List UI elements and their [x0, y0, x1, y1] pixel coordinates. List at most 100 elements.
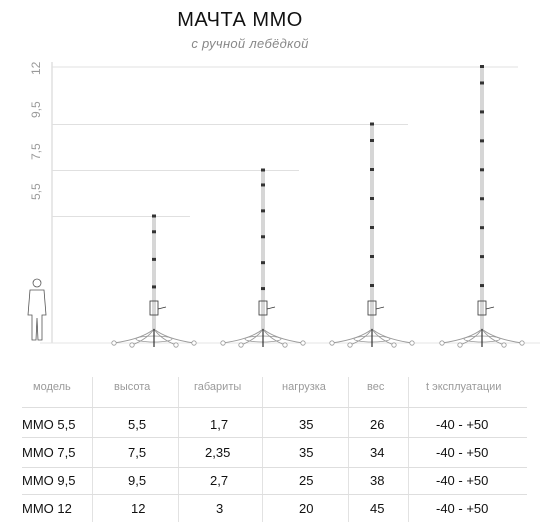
winch-handle: [266, 306, 276, 310]
mast-drawing: 12 9,5 7,5 5,5: [27, 61, 540, 348]
col-header-height: высота: [114, 381, 151, 393]
scale-label-5-5: 5,5: [29, 183, 43, 200]
winch-icon: [477, 300, 487, 316]
section-joint: [480, 255, 484, 259]
page-title: МАЧТА ММО: [177, 9, 303, 31]
section-joint: [370, 255, 374, 258]
tripod-leg: [240, 328, 264, 346]
section-joint: [480, 81, 484, 85]
table-row-divider: [22, 407, 527, 408]
page-subtitle: с ручной лебёдкой: [191, 36, 309, 51]
table-row-divider: [22, 437, 527, 438]
section-joint: [480, 168, 484, 172]
person-silhouette-icon: [27, 278, 47, 341]
table-col-divider: [92, 377, 93, 522]
section-joint: [370, 226, 374, 229]
cell-height: 9,5: [128, 473, 147, 488]
tripod-leg: [349, 328, 373, 346]
leg-foot: [409, 340, 415, 346]
section-joint: [152, 230, 156, 234]
leg-foot: [220, 340, 226, 346]
winch-handle: [157, 306, 167, 310]
leg-foot: [173, 342, 179, 348]
col-header-dimensions: габариты: [194, 381, 242, 393]
cell-dimensions: 2,7: [210, 473, 229, 488]
mast-top-cap: [152, 214, 156, 218]
mast-top-cap: [261, 168, 265, 172]
mast-2: [52, 168, 306, 348]
cell-temperature: -40 - +50: [436, 501, 489, 516]
cell-temperature: -40 - +50: [436, 473, 489, 488]
section-joint: [480, 139, 484, 143]
cell-weight: 34: [370, 445, 385, 460]
cell-load: 35: [299, 445, 314, 460]
table-col-divider: [348, 377, 349, 522]
scale-label-12: 12: [29, 61, 43, 75]
winch-icon: [258, 300, 268, 316]
mast-top-cap: [370, 122, 374, 126]
cell-load: 35: [299, 417, 314, 432]
cell-temperature: -40 - +50: [436, 417, 489, 432]
winch-icon: [149, 300, 159, 316]
table-row-divider: [22, 494, 527, 495]
leg-foot: [347, 342, 353, 348]
table-col-divider: [178, 377, 179, 522]
cell-height: 7,5: [128, 445, 147, 460]
table-col-divider: [408, 377, 409, 522]
scale-label-9-5: 9,5: [29, 101, 43, 118]
tripod-leg: [153, 328, 177, 346]
section-joint: [370, 168, 374, 171]
leg-foot: [111, 340, 117, 346]
leg-foot: [519, 340, 525, 346]
cell-temperature: -40 - +50: [436, 445, 489, 460]
section-joint: [152, 257, 156, 261]
cell-height: 12: [131, 501, 146, 516]
section-joint: [480, 197, 484, 201]
cell-weight: 38: [370, 473, 385, 488]
section-joint: [261, 235, 265, 239]
leg-foot: [129, 342, 135, 348]
cell-dimensions: 2,35: [205, 445, 231, 460]
col-header-model: модель: [33, 381, 71, 393]
mast-top-cap: [480, 65, 484, 68]
cell-dimensions: 1,7: [210, 417, 229, 432]
cell-model: ММО 12: [22, 501, 72, 516]
section-joint: [370, 139, 374, 142]
section-joint: [261, 261, 265, 265]
leg-foot: [439, 340, 445, 346]
section-joint: [152, 285, 156, 289]
cell-height: 5,5: [128, 417, 147, 432]
section-joint: [480, 226, 484, 230]
leg-foot: [191, 340, 197, 346]
tripod-leg: [371, 328, 395, 346]
winch-icon: [367, 300, 377, 316]
section-joint: [261, 287, 265, 291]
leg-foot: [300, 340, 306, 346]
cell-load: 20: [299, 501, 314, 516]
col-header-weight: вес: [367, 381, 385, 393]
cell-dimensions: 3: [216, 501, 224, 516]
leg-foot: [282, 342, 288, 348]
table-row-divider: [22, 467, 527, 468]
winch-handle: [485, 306, 495, 310]
section-joint: [480, 284, 484, 288]
leg-foot: [238, 342, 244, 348]
section-joint: [480, 110, 484, 114]
masts-layer: [52, 65, 525, 348]
mast-3: [52, 122, 415, 348]
table-col-divider: [262, 377, 263, 522]
winch-handle: [375, 306, 385, 310]
tripod-leg: [459, 328, 483, 346]
col-header-load: нагрузка: [282, 381, 326, 393]
cell-load: 25: [299, 473, 314, 488]
leg-foot: [501, 342, 507, 348]
section-joint: [370, 197, 374, 200]
tripod-leg: [481, 328, 505, 346]
section-joint: [370, 284, 374, 287]
mast-1: [52, 214, 197, 348]
section-joint: [261, 209, 265, 213]
cell-model: ММО 9,5: [22, 473, 76, 488]
cell-weight: 45: [370, 501, 385, 516]
cell-model: ММО 5,5: [22, 417, 76, 432]
cell-weight: 26: [370, 417, 385, 432]
